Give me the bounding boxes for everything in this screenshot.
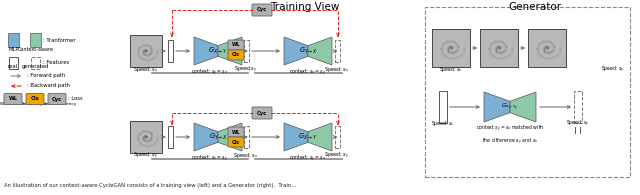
Text: WL: WL bbox=[8, 97, 17, 102]
Text: Wasserstein: Wasserstein bbox=[0, 102, 26, 106]
FancyBboxPatch shape bbox=[48, 93, 66, 105]
Text: Speed: $s_x$: Speed: $s_x$ bbox=[234, 151, 259, 160]
Polygon shape bbox=[308, 123, 332, 151]
Text: WL: WL bbox=[232, 129, 240, 135]
Bar bbox=[8, 57, 17, 69]
Bar bbox=[30, 33, 41, 47]
Bar bbox=[335, 126, 339, 148]
Bar bbox=[528, 29, 566, 67]
Text: Context-aware: Context-aware bbox=[17, 47, 54, 52]
Text: Cyc: Cyc bbox=[257, 7, 267, 12]
Polygon shape bbox=[484, 92, 510, 122]
Text: $G_{Y\rightarrow X}$: $G_{Y\rightarrow X}$ bbox=[209, 132, 227, 142]
Bar bbox=[8, 33, 19, 47]
Text: real: real bbox=[8, 64, 18, 69]
Bar bbox=[31, 57, 40, 69]
Text: Cycle-consistency: Cycle-consistency bbox=[37, 102, 77, 106]
FancyBboxPatch shape bbox=[26, 93, 44, 105]
Text: Speed: $s_y$: Speed: $s_y$ bbox=[566, 119, 590, 129]
Text: : Backward path: : Backward path bbox=[27, 83, 70, 89]
Text: An illustration of our context-aware CycleGAN consists of a training view (left): An illustration of our context-aware Cyc… bbox=[4, 183, 296, 188]
Bar bbox=[243, 126, 248, 148]
Polygon shape bbox=[284, 123, 308, 151]
Text: WL: WL bbox=[232, 43, 240, 48]
Bar bbox=[130, 121, 162, 153]
Text: Cyc: Cyc bbox=[257, 111, 267, 115]
FancyBboxPatch shape bbox=[228, 137, 244, 147]
Text: Speed: $s_y$: Speed: $s_y$ bbox=[601, 65, 625, 75]
Polygon shape bbox=[284, 37, 308, 65]
Bar bbox=[168, 126, 173, 148]
Bar bbox=[480, 29, 518, 67]
Text: : Loss: : Loss bbox=[68, 97, 83, 102]
Text: $G_{Y\rightarrow X}$: $G_{Y\rightarrow X}$ bbox=[298, 46, 317, 56]
Bar bbox=[432, 29, 470, 67]
Text: Generator: Generator bbox=[508, 2, 561, 12]
Text: $G_{X\rightarrow Y}$: $G_{X\rightarrow Y}$ bbox=[298, 132, 317, 142]
Bar bbox=[439, 91, 447, 123]
Text: Classification: Classification bbox=[20, 102, 49, 106]
Text: Cls: Cls bbox=[232, 139, 240, 144]
Text: MLP: MLP bbox=[8, 47, 19, 52]
Text: $G_{s_x, s_y}$: $G_{s_x, s_y}$ bbox=[501, 101, 518, 113]
Text: Speed $s_y$: Speed $s_y$ bbox=[234, 65, 258, 75]
Text: : Features: : Features bbox=[43, 60, 69, 66]
Text: context: $s_y=s_x$: context: $s_y=s_x$ bbox=[191, 68, 228, 78]
Text: context: $s_x=s_y$: context: $s_x=s_y$ bbox=[191, 154, 228, 164]
FancyBboxPatch shape bbox=[228, 127, 244, 137]
Polygon shape bbox=[510, 92, 536, 122]
FancyBboxPatch shape bbox=[4, 93, 22, 105]
Polygon shape bbox=[218, 123, 242, 151]
FancyBboxPatch shape bbox=[228, 40, 244, 50]
Text: Cls: Cls bbox=[232, 52, 240, 58]
Polygon shape bbox=[194, 37, 218, 65]
Polygon shape bbox=[218, 37, 242, 65]
Text: context: $s_y=s_x$: context: $s_y=s_x$ bbox=[289, 154, 326, 164]
Text: Training View: Training View bbox=[270, 2, 340, 12]
Text: : Forward path: : Forward path bbox=[27, 74, 65, 79]
Text: Cyc: Cyc bbox=[52, 97, 62, 102]
Text: $G_{X\rightarrow Y}$: $G_{X\rightarrow Y}$ bbox=[209, 46, 228, 56]
Text: Speed: $s_x$: Speed: $s_x$ bbox=[439, 65, 463, 74]
Bar bbox=[168, 40, 173, 62]
Text: context: $s_x=s_y$: context: $s_x=s_y$ bbox=[289, 68, 326, 78]
Bar bbox=[130, 35, 162, 67]
Text: : Tranformer: : Tranformer bbox=[43, 37, 76, 43]
Text: Cls: Cls bbox=[31, 97, 40, 102]
FancyBboxPatch shape bbox=[252, 4, 272, 16]
Bar bbox=[425, 7, 630, 177]
Bar bbox=[335, 40, 339, 62]
Text: Speed: $s_x$: Speed: $s_x$ bbox=[324, 65, 349, 74]
Polygon shape bbox=[194, 123, 218, 151]
Polygon shape bbox=[308, 37, 332, 65]
Text: Speed: $s_y$: Speed: $s_y$ bbox=[134, 151, 159, 161]
FancyBboxPatch shape bbox=[252, 107, 272, 119]
Text: generated: generated bbox=[21, 64, 49, 69]
Text: context $s_y=s_x$ matched with
the difference $s_y$ and $s_x$: context $s_y=s_x$ matched with the diffe… bbox=[476, 124, 544, 147]
Text: Speed: $s_x$: Speed: $s_x$ bbox=[431, 119, 455, 128]
Bar bbox=[243, 40, 248, 62]
FancyBboxPatch shape bbox=[228, 50, 244, 60]
Text: Speed: $s_y$: Speed: $s_y$ bbox=[324, 151, 349, 161]
Text: Speed: $s_x$: Speed: $s_x$ bbox=[134, 65, 159, 74]
Bar bbox=[574, 91, 582, 123]
